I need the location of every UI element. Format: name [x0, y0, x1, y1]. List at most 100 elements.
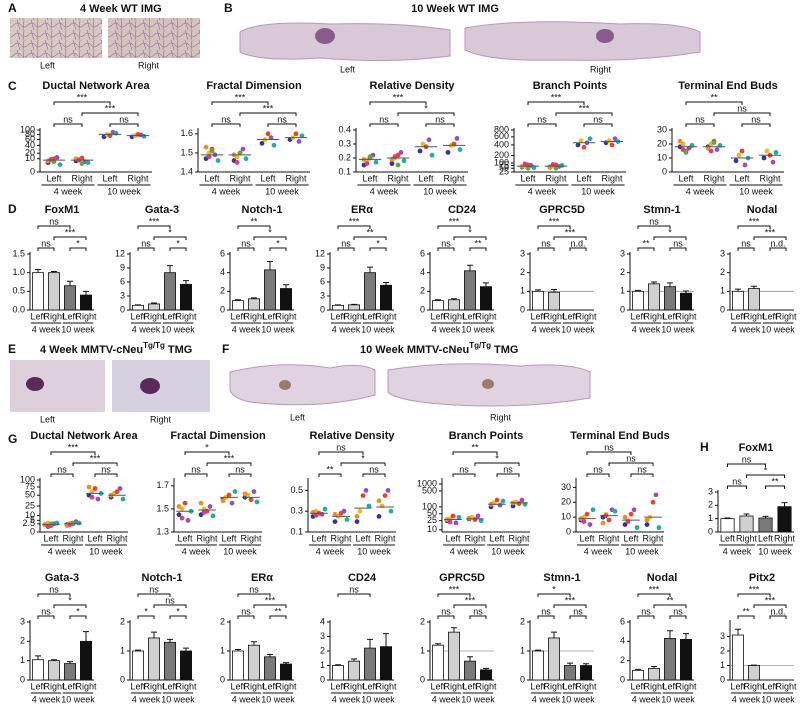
significance-label: ***: [565, 595, 576, 605]
point: [553, 165, 559, 171]
point: [86, 484, 92, 490]
lymph-node: [596, 29, 614, 43]
x-tick-label: Left: [130, 311, 146, 321]
significance-bracket: [737, 593, 771, 597]
point: [176, 504, 182, 509]
x-tick-label: Right: [143, 681, 165, 691]
bar: [263, 656, 276, 681]
chart-title: Nodal: [747, 204, 778, 216]
y-tick-label: 80: [25, 129, 35, 139]
point: [708, 148, 714, 154]
bar: [748, 665, 761, 681]
y-tick-label: 100: [422, 501, 437, 511]
significance-label: ***: [263, 103, 274, 113]
point: [237, 150, 243, 156]
y-tick-label: 1: [520, 286, 525, 296]
y-tick-label: 0: [420, 304, 425, 314]
significance-bracket: [685, 123, 715, 127]
point: [313, 512, 319, 518]
error-bar: [551, 288, 557, 293]
significance-label: ns: [41, 606, 51, 616]
point: [590, 507, 596, 513]
significance-label: ***: [465, 595, 476, 605]
y-tick-label: 0: [30, 166, 35, 176]
y-tick-label: 3: [20, 616, 25, 626]
y-tick-label: 2: [420, 286, 425, 296]
point: [456, 514, 462, 520]
significance-bracket: [253, 604, 287, 608]
y-tick-label: 200: [494, 150, 509, 160]
error-bar: [667, 282, 673, 287]
x-tick-label: Right: [543, 681, 565, 691]
y-tick-label: 2.5: [22, 518, 35, 528]
point: [773, 150, 779, 155]
point: [332, 511, 338, 517]
point: [182, 500, 188, 506]
panel-f: F 10 Week MMTV-cNeuTg/Tg TMG Left Right: [222, 341, 591, 422]
x-tick-label: Left: [330, 311, 346, 321]
significance-label: ***: [649, 584, 660, 594]
y-tick-label: 6: [620, 616, 625, 626]
significance-label: n.d.: [770, 606, 785, 616]
significance-label: ns: [241, 238, 251, 248]
bar: [431, 644, 444, 681]
y-tick-label: 100: [494, 157, 509, 167]
error-bar: [351, 658, 357, 662]
point: [445, 150, 451, 155]
group-label: 4 week: [32, 694, 61, 704]
chart-title: Terminal End Buds: [570, 430, 669, 442]
x-tick-label: Left: [762, 681, 778, 691]
y-tick-label: 0.4: [338, 124, 351, 134]
point: [417, 148, 423, 154]
significance-label: ns: [637, 464, 647, 474]
x-tick-label: Right: [243, 681, 265, 691]
x-tick-label: Left: [87, 533, 103, 543]
point: [185, 518, 191, 523]
significance-label: ns: [221, 114, 231, 124]
error-bar: [167, 265, 173, 273]
significance-label: ***: [349, 216, 360, 226]
significance-label: **: [710, 92, 718, 102]
significance-label: ***: [90, 453, 101, 463]
significance-label: ns: [537, 114, 547, 124]
point: [516, 501, 522, 506]
x-tick-label: Right: [475, 311, 497, 321]
x-tick-label: Left: [204, 173, 220, 183]
y-tick-label: 0: [120, 674, 125, 684]
x-tick-label: Left: [623, 533, 639, 543]
panel-letter: G: [8, 432, 17, 446]
significance-bracket: [211, 101, 269, 105]
point: [581, 144, 587, 150]
error-bar: [51, 659, 57, 661]
point: [57, 162, 63, 168]
bar: [680, 292, 693, 311]
y-tick-label: 4: [320, 616, 325, 626]
x-tick-label: Right: [774, 533, 796, 543]
point: [203, 144, 209, 150]
significance-bracket: [169, 247, 187, 251]
y-tick-label: 4: [220, 267, 225, 277]
x-tick-label: Right: [443, 173, 465, 183]
x-tick-label: Right: [285, 173, 307, 183]
error-bar: [724, 517, 731, 519]
y-tick-label: 50: [25, 490, 35, 500]
significance-label: n.d.: [770, 238, 785, 248]
significance-label: ***: [77, 92, 88, 102]
point: [581, 519, 587, 524]
group-label: 10 week: [561, 324, 595, 334]
x-tick-label: Right: [75, 311, 97, 321]
y-tick-label: 1.5: [180, 147, 193, 157]
group-label: 10 week: [461, 694, 495, 704]
error-bar: [51, 271, 57, 273]
error-bar: [467, 264, 473, 271]
significance-bracket: [337, 247, 355, 251]
bar: [48, 272, 61, 311]
y-tick-label: 6: [220, 248, 225, 258]
point: [600, 520, 606, 526]
point: [206, 154, 212, 160]
significance-bracket: [637, 247, 655, 251]
panel-letter: F: [222, 342, 229, 356]
x-tick-label: Left: [102, 173, 118, 183]
x-tick-label: Right: [475, 681, 497, 691]
group-label: 4 week: [632, 694, 661, 704]
